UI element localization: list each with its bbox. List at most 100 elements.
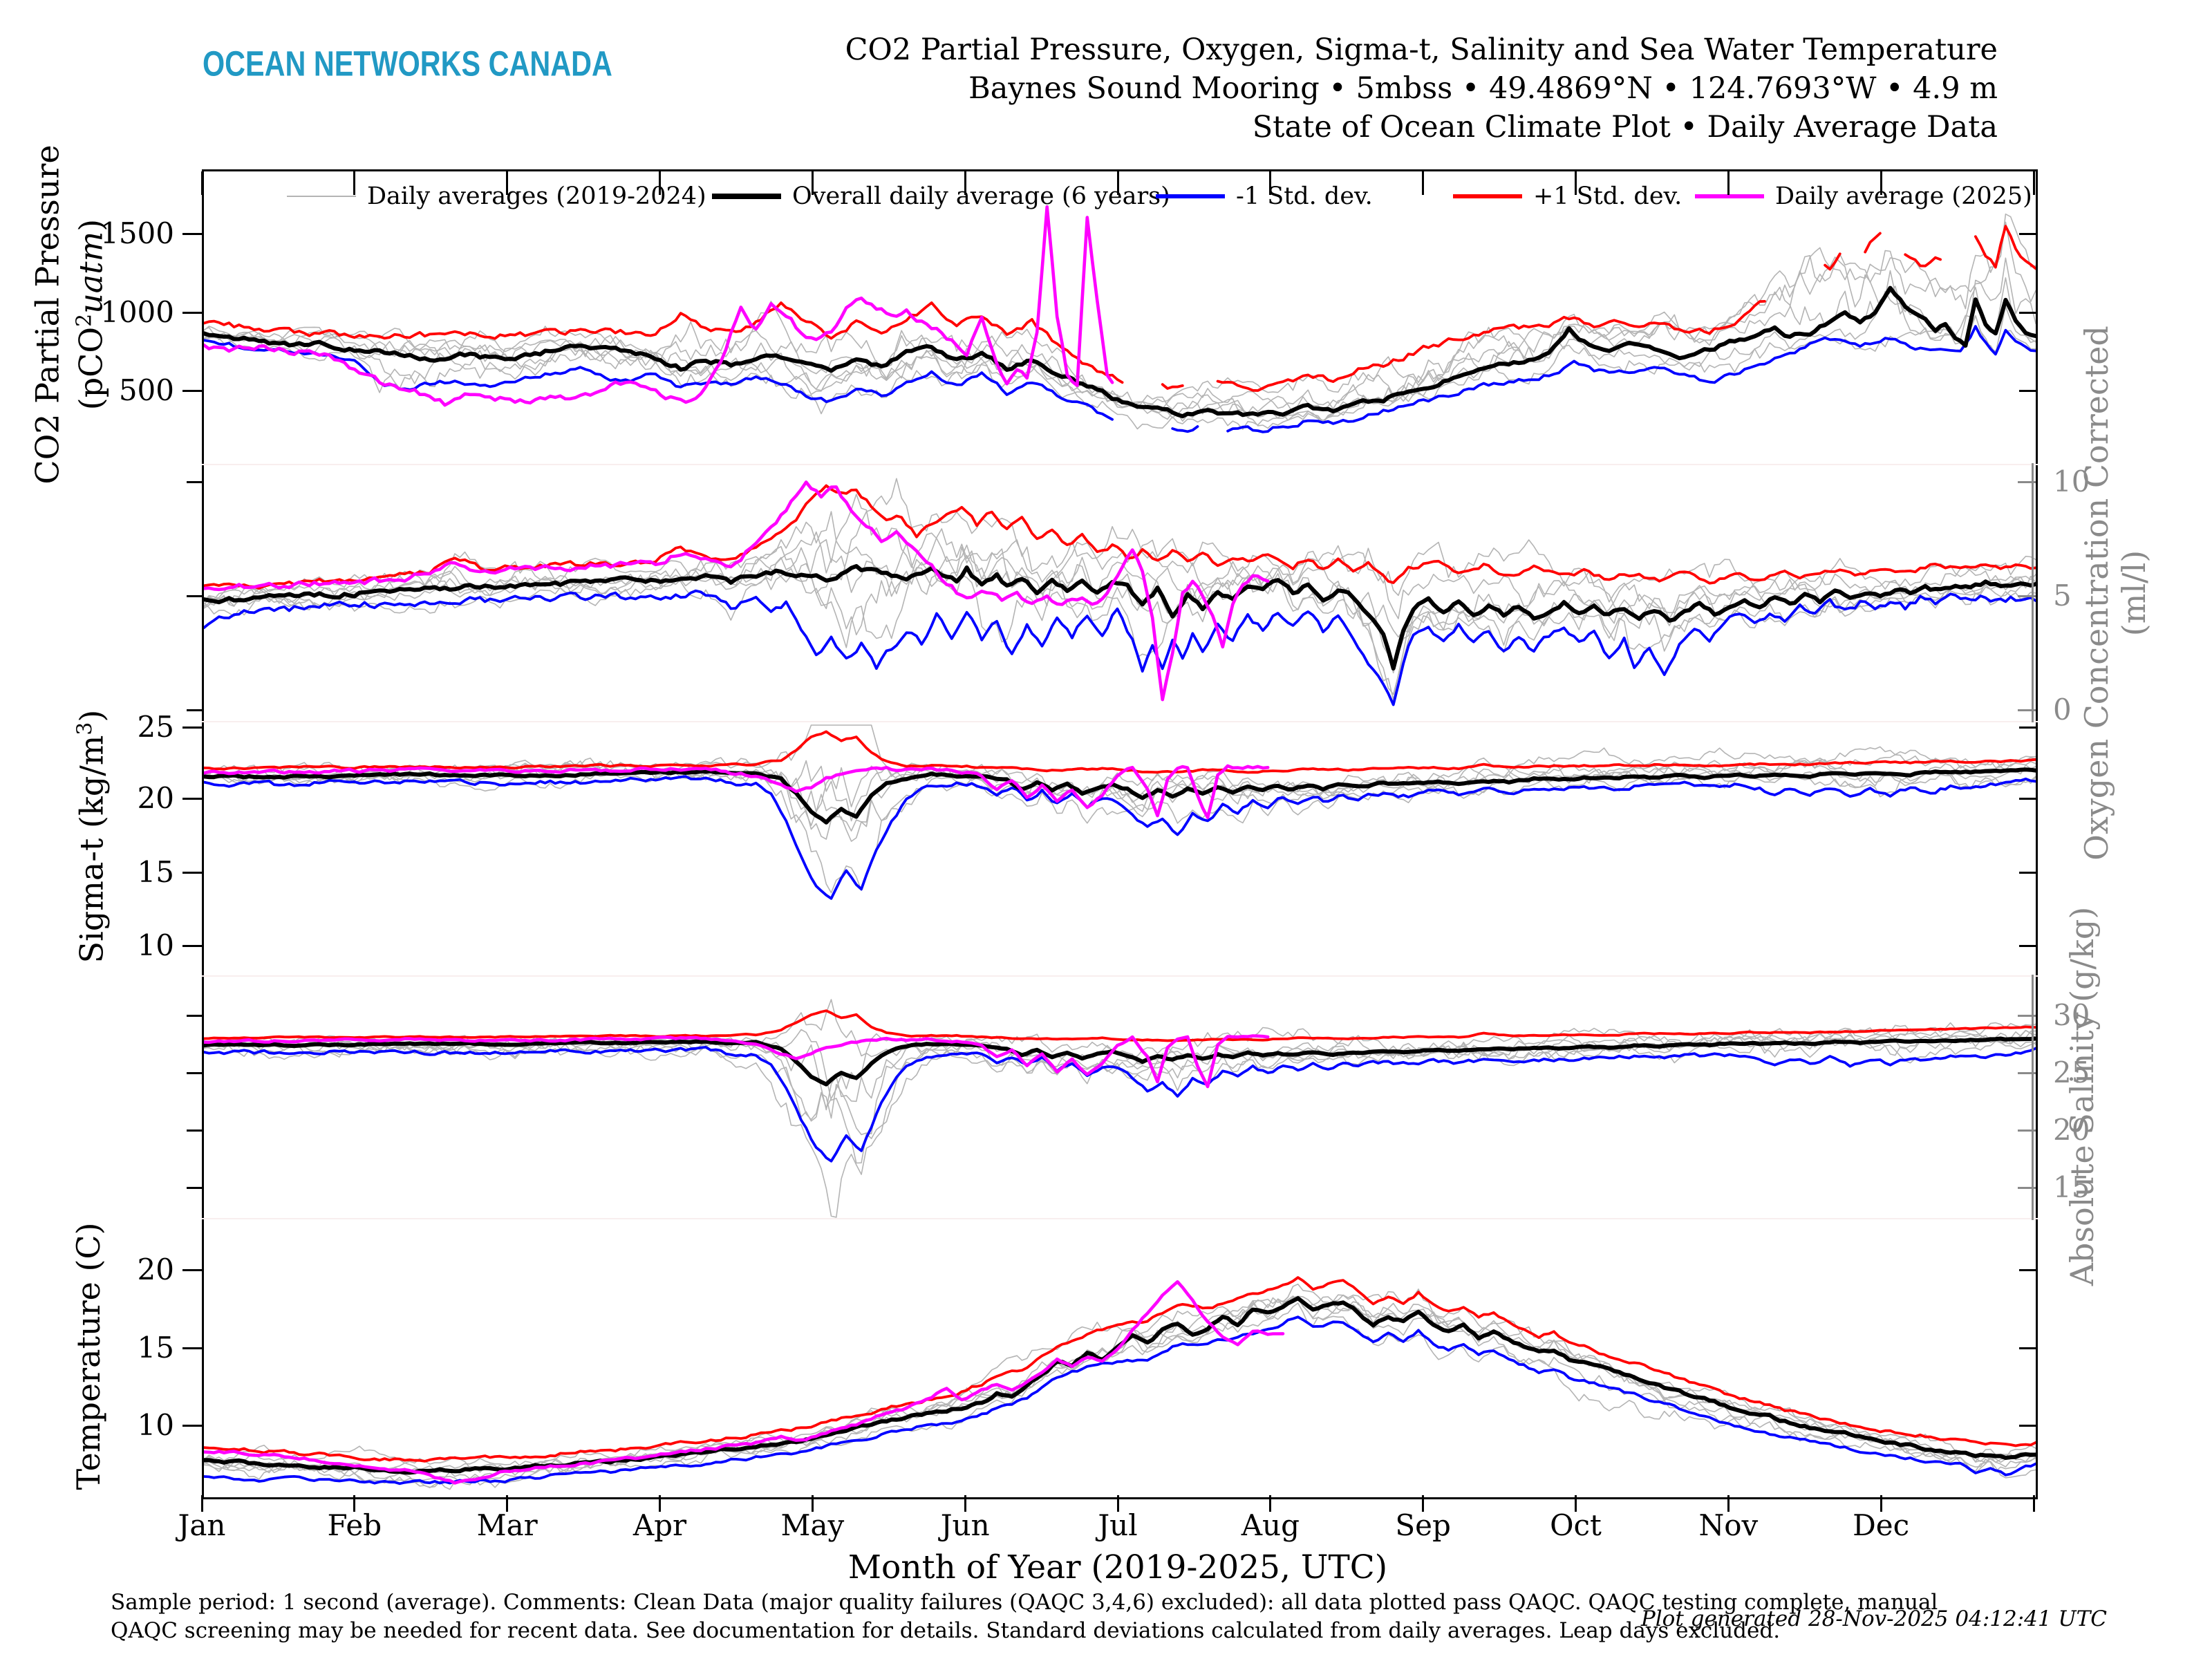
month-tick-top — [1880, 171, 1882, 195]
co2-tick — [182, 311, 202, 314]
chart-canvas — [204, 205, 2036, 1490]
month-tick-bottom — [1575, 1495, 1577, 1512]
co2-plus-line — [1904, 253, 1942, 268]
chart-plot-area — [202, 169, 2038, 1499]
legend-item-daily-2025: Daily average (2025) — [1695, 181, 2032, 212]
sigmat-tick — [182, 726, 202, 729]
legend-item-overall-average: Overall daily average (6 years) — [712, 181, 1170, 212]
month-tick-top — [1422, 171, 1425, 195]
title-line-1: CO2 Partial Pressure, Oxygen, Sigma-t, S… — [845, 32, 1998, 67]
oxygen-tick-mirror — [187, 480, 202, 483]
salinity-axis-label: Absolute Salinity (g/kg) — [2063, 906, 2101, 1286]
sigmat-tick-mirror — [2019, 726, 2036, 729]
month-tick-top — [659, 171, 661, 195]
month-tick-top — [1727, 171, 1730, 195]
oxygen-tick — [2018, 480, 2036, 483]
month-label: Nov — [1698, 1508, 1759, 1542]
co2-tick — [182, 232, 202, 235]
salinity-tick-label: 15 — [2053, 1170, 2090, 1204]
temperature-plus-line — [204, 1276, 2036, 1463]
month-label: Dec — [1853, 1508, 1910, 1542]
salinity-tick-label: 20 — [2053, 1113, 2090, 1147]
temperature-tick-mirror — [2019, 1424, 2036, 1427]
legend-item-daily-averages: Daily averages (2019-2024) — [287, 181, 706, 212]
ocean-networks-canada-logo: OCEAN NETWORKS CANADA — [203, 44, 612, 84]
sigmat-year-line — [204, 761, 2036, 827]
temperature-tick-label: 10 — [137, 1408, 174, 1442]
month-tick-top — [353, 171, 356, 195]
co2-plus-line — [1161, 383, 1184, 390]
salinity-plus-line — [204, 1009, 2036, 1042]
oxygen-tick — [2018, 709, 2036, 711]
month-tick-bottom — [1269, 1495, 1272, 1512]
temperature-year-line — [204, 1295, 2036, 1488]
co2-plus-line — [1864, 232, 1882, 254]
sigmat-tick-label: 15 — [137, 855, 174, 889]
sigmat-year-line — [204, 746, 2036, 842]
month-label: Aug — [1241, 1508, 1300, 1542]
month-label: Jul — [1098, 1508, 1138, 1542]
footer-line-2: QAQC screening may be needed for recent … — [111, 1618, 1781, 1643]
co2-plus-line — [1216, 299, 1766, 392]
black-line-sample — [712, 194, 781, 199]
month-label: Jun — [940, 1508, 990, 1542]
legend-label: Overall daily average (6 years) — [792, 182, 1170, 210]
salinity-year-line — [204, 1029, 2036, 1164]
sigmat-year-line — [204, 756, 2036, 822]
title-line-3: State of Ocean Climate Plot • Daily Aver… — [1252, 110, 1998, 144]
co2-plus-line — [1824, 252, 1841, 271]
salinity-tick — [2018, 1129, 2036, 1132]
salinity-tick — [2018, 1014, 2036, 1017]
legend-label: Daily average (2025) — [1775, 182, 2032, 210]
salinity-mean-line — [204, 1036, 2036, 1087]
legend-label: Daily averages (2019-2024) — [367, 182, 706, 210]
month-label: May — [780, 1508, 845, 1542]
sigmat-tick — [182, 797, 202, 800]
month-label: Feb — [327, 1508, 382, 1542]
panel-separator — [202, 1218, 2038, 1219]
temperature-year-line — [204, 1283, 2036, 1474]
gray-line-sample — [287, 196, 356, 197]
co2-tick-mirror — [2019, 389, 2036, 392]
sigmat-tick-label: 10 — [137, 928, 174, 962]
salinity-tick-mirror — [187, 1071, 202, 1074]
co2-tick-label: 500 — [118, 373, 174, 407]
month-tick-bottom — [506, 1495, 509, 1512]
month-tick-bottom — [353, 1495, 356, 1512]
footer-line-1: Sample period: 1 second (average). Comme… — [111, 1590, 1938, 1615]
salinity-tick-mirror — [187, 1129, 202, 1132]
legend-label: +1 Std. dev. — [1533, 182, 1683, 210]
co2-y2025-line — [204, 205, 1114, 407]
temperature-year-line — [204, 1288, 2036, 1490]
month-tick-bottom — [964, 1495, 966, 1512]
month-tick-bottom — [1116, 1495, 1119, 1512]
salinity-minus-line — [204, 1046, 2036, 1163]
month-label: Sep — [1395, 1508, 1451, 1542]
temperature-year-line — [204, 1302, 2036, 1479]
salinity-tick — [2018, 1071, 2036, 1074]
co2-tick-mirror — [2019, 232, 2036, 235]
salinity-tick-mirror — [187, 1014, 202, 1017]
oxygen-tick — [2018, 594, 2036, 597]
oxygen-mean-line — [204, 564, 2036, 671]
panel-separator — [202, 975, 2038, 977]
salinity-tick — [2018, 1186, 2036, 1189]
oxygen-tick-label: 0 — [2053, 693, 2072, 727]
co2-year-line — [204, 285, 2036, 423]
month-tick-bottom — [1422, 1495, 1425, 1512]
legend-item-plus-std: +1 Std. dev. — [1453, 181, 1682, 212]
month-tick-top — [200, 171, 203, 195]
salinity-year-line — [204, 1027, 2036, 1218]
sigmat-plus-line — [204, 730, 2036, 774]
co2-tick-label: 1000 — [100, 295, 174, 329]
salinity-y2025-line — [204, 1034, 1270, 1089]
month-label: Jan — [178, 1508, 226, 1542]
x-axis-title: Month of Year (2019-2025, UTC) — [847, 1548, 1388, 1586]
temperature-tick — [182, 1268, 202, 1271]
oxygen-tick-mirror — [187, 709, 202, 711]
co2-tick — [182, 389, 202, 392]
co2-plus-line — [1974, 225, 2036, 270]
month-tick-bottom — [811, 1495, 814, 1512]
co2-mean-line — [204, 285, 2036, 419]
